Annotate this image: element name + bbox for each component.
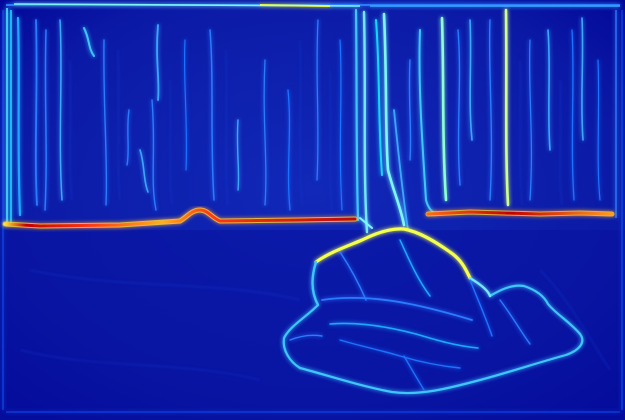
ground-shade bbox=[0, 230, 625, 420]
horizon-line bbox=[2, 207, 615, 229]
frame-edges bbox=[2, 3, 623, 413]
rock-contour bbox=[282, 227, 584, 395]
texture-lines bbox=[19, 39, 611, 381]
vertical-streaks bbox=[16, 8, 601, 234]
